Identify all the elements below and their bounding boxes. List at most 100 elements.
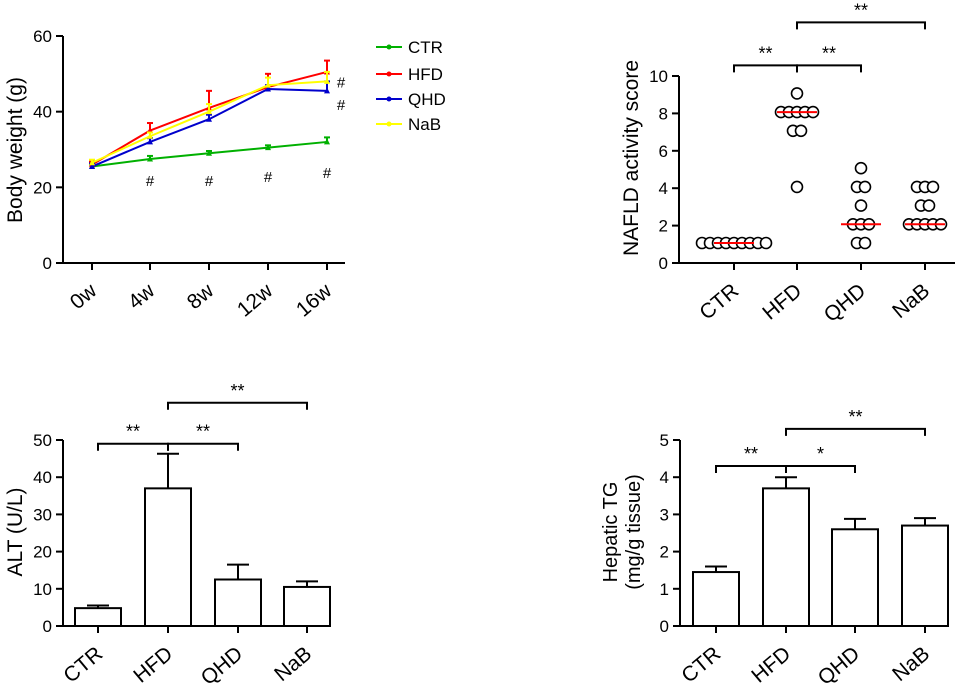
- bw-plot-area: 0 20 40 60 0w 4w 8w 12w 16w # # # # # #: [33, 27, 346, 322]
- alt-ylabel: ALT (U/L): [4, 487, 27, 576]
- nafld-qhd-point: [854, 161, 868, 175]
- nafld-sig-bracket: [796, 64, 862, 73]
- alt-y-tick-label: 0: [43, 617, 52, 636]
- bw-x-tick-label-12w: 12w: [233, 279, 278, 322]
- tg-y-tick-label: 2: [660, 543, 669, 562]
- tg-hfd-bar: [762, 487, 810, 627]
- bw-qhd-point: [324, 87, 330, 94]
- legend-entry-hfd: HFD: [376, 65, 443, 84]
- bw-nab-point: [206, 108, 212, 115]
- legend-marker-nab: [386, 121, 392, 127]
- tg-sig-label: **: [848, 407, 862, 427]
- nafld-sig-bracket: [733, 64, 798, 73]
- alt-hfd-bar: [144, 487, 192, 627]
- legend-marker-qhd: [386, 96, 392, 102]
- alt-ctr-bar: [74, 607, 122, 627]
- legend-entry-qhd: QHD: [376, 90, 446, 109]
- nafld-y-tick-label: 8: [659, 104, 668, 123]
- alt-x-tick-label-nab: NaB: [270, 642, 316, 686]
- tg-qhd-bar: [831, 528, 879, 628]
- tg-y-tick-label: 0: [660, 617, 669, 636]
- bw-ctr-point: [324, 138, 330, 145]
- alt-chart: ALT (U/L) 0 10 20 30 40 50 CTR HFD QHD NaB ** ** **: [4, 381, 331, 690]
- bw-qhd-point: [147, 138, 153, 145]
- bw-ctr-point: [265, 144, 271, 151]
- nafld-sig-label: **: [822, 43, 836, 63]
- tg-x-tick-label-ctr: CTR: [677, 642, 725, 687]
- alt-sig-label: **: [126, 422, 140, 442]
- bw-qhd-point: [89, 163, 95, 170]
- tg-y-tick-label: 1: [660, 580, 669, 599]
- bw-qhd-point: [206, 115, 212, 122]
- bw-nab-point: [265, 81, 271, 88]
- tg-sig-bracket: [715, 465, 787, 474]
- bw-ctr-point: [147, 155, 153, 162]
- nafld-score-chart: NAFLD activity score 0 2 4 6 8 10 CTR HFD QHD NaB…: [620, 0, 955, 327]
- alt-y-tick-label: 30: [33, 505, 52, 524]
- tg-y-tick-label: 4: [660, 468, 669, 487]
- bw-qhd-point: [265, 85, 271, 92]
- bw-ylabel: Body weight (g): [4, 77, 27, 223]
- tg-ctr-bar: [692, 571, 740, 627]
- bw-x-tick-label-0w: 0w: [66, 279, 102, 314]
- legend-marker-ctr: [386, 44, 392, 50]
- bw-x-tick-label-8w: 8w: [183, 279, 219, 314]
- nafld-y-tick-label: 0: [659, 254, 668, 273]
- nafld-nab-point: [926, 180, 940, 194]
- nafld-y-tick-label: 4: [659, 179, 668, 198]
- alt-qhd-bar: [214, 578, 262, 627]
- nafld-ctr-point: [759, 236, 773, 250]
- alt-y-tick-label: 50: [33, 431, 52, 450]
- bw-sig-mark: #: [323, 165, 332, 182]
- nafld-x-tick-label-nab: NaB: [888, 279, 934, 323]
- legend-entry-nab: NaB: [376, 115, 441, 134]
- hepatic-tg-chart: Hepatic TG (mg/g tissue) 0 1 2 3 4 5 CTR HFD QHD…: [600, 407, 949, 690]
- alt-sig-bracket: [167, 442, 239, 451]
- legend-label-hfd: HFD: [408, 65, 443, 84]
- nafld-nab-point: [922, 199, 936, 212]
- tg-ylabel-units: (mg/g tissue): [623, 474, 645, 590]
- nafld-ylabel: NAFLD activity score: [620, 60, 643, 256]
- body-weight-chart: Body weight (g) 0 20 40 60 0w 4w 8w 12w 16w # # # # #…: [4, 27, 446, 322]
- nafld-sig-label: **: [758, 43, 772, 63]
- bw-legend: CTR HFD QHD NaB: [376, 38, 446, 134]
- nafld-sig-label: **: [854, 0, 868, 20]
- tg-nab-bar: [901, 524, 949, 627]
- bw-sig-mark: #: [264, 169, 273, 186]
- bw-y-tick-label: 20: [33, 178, 52, 197]
- alt-y-tick-label: 10: [33, 580, 52, 599]
- bw-y-tick-label: 60: [33, 27, 52, 46]
- nafld-y-tick-label: 6: [659, 142, 668, 161]
- nafld-x-tick-label-ctr: CTR: [695, 279, 743, 324]
- bw-nab-point: [147, 132, 153, 139]
- alt-sig-label: **: [196, 422, 210, 442]
- nafld-qhd-point: [854, 199, 868, 212]
- alt-plot-area: 0 10 20 30 40 50 CTR HFD QHD NaB ** ** **: [33, 381, 331, 690]
- bw-ctr-point: [206, 149, 212, 156]
- legend-label-qhd: QHD: [408, 90, 446, 109]
- tg-sig-label: **: [744, 444, 758, 464]
- bw-y-tick-label: 0: [43, 254, 52, 273]
- tg-x-tick-label-nab: NaB: [888, 642, 934, 686]
- bw-sig-mark: #: [146, 173, 155, 190]
- tg-sig-bracket: [785, 427, 926, 436]
- nafld-x-tick-label-qhd: QHD: [820, 279, 871, 327]
- nafld-hfd-point: [794, 124, 808, 138]
- bw-nab-point: [89, 159, 95, 166]
- nafld-plot-area: 0 2 4 6 8 10 CTR HFD QHD NaB ** ** **: [649, 0, 955, 327]
- tg-y-tick-label: 3: [660, 505, 669, 524]
- legend-label-ctr: CTR: [408, 38, 443, 57]
- tg-ylabel: Hepatic TG: [600, 482, 622, 583]
- bw-x-tick-label-16w: 16w: [292, 279, 337, 322]
- nafld-qhd-point: [858, 236, 872, 250]
- legend-label-nab: NaB: [408, 115, 441, 134]
- tg-sig-bracket: [785, 465, 856, 474]
- bw-y-tick-label: 40: [33, 103, 52, 122]
- tg-y-tick-label: 5: [660, 431, 669, 450]
- alt-nab-bar: [283, 585, 331, 628]
- alt-sig-bracket: [167, 401, 308, 410]
- bw-sig-mark: #: [337, 97, 346, 114]
- legend-entry-ctr: CTR: [376, 38, 443, 57]
